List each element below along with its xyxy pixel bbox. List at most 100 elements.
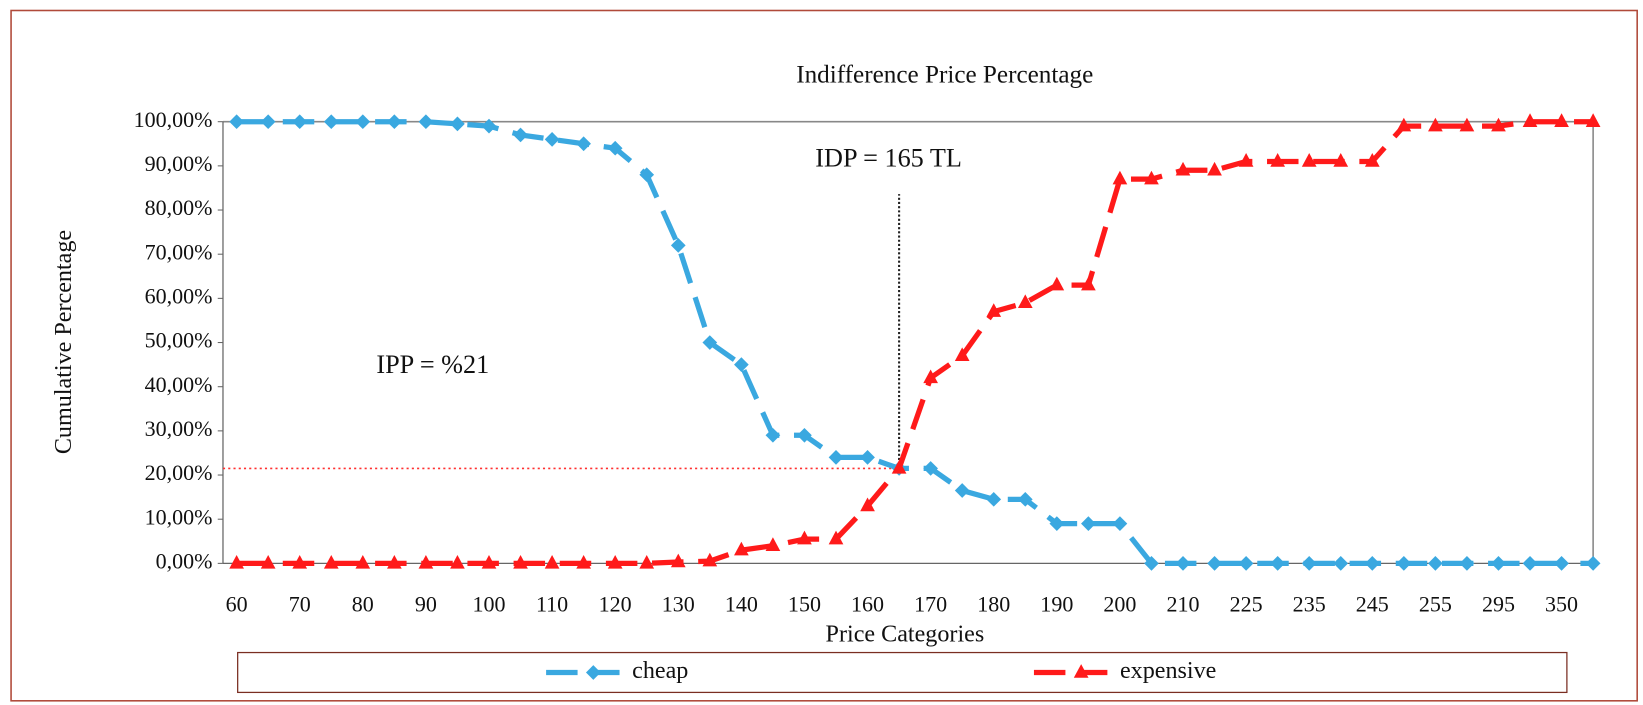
y-tick-label: 90,00% [145,151,213,176]
marker [1112,516,1128,531]
x-tick-label: 235 [1293,591,1326,616]
y-tick-label: 70,00% [145,239,213,264]
x-tick-label: 150 [788,591,821,616]
marker [513,554,528,569]
x-tick-label: 160 [851,591,884,616]
marker [1364,556,1380,571]
marker [860,450,875,465]
marker [765,537,781,551]
marker [986,491,1002,507]
marker [1270,153,1285,167]
marker [292,554,308,569]
marker [1112,170,1128,185]
marker [576,136,591,152]
chart-frame [10,9,1638,702]
marker [923,369,938,384]
marker [923,461,938,476]
y-tick-label: 40,00% [145,372,213,397]
y-tick-label: 100,00% [134,107,213,132]
marker [1428,556,1443,571]
marker [954,483,970,498]
x-tick-label: 210 [1166,591,1199,616]
marker [418,114,434,130]
x-tick-label: 60 [226,591,248,616]
marker [1522,556,1538,571]
marker [1333,153,1349,167]
x-tick-label: 80 [352,591,374,616]
marker [229,554,244,569]
annotation: IDP = 165 TL [815,144,962,173]
x-axis-label: Price Categories [826,621,985,647]
marker [1301,153,1317,167]
marker [450,116,465,132]
marker [481,554,497,569]
marker [387,114,402,130]
marker [260,114,276,130]
marker [1175,556,1191,571]
marker [1017,491,1033,507]
marker [1081,516,1096,531]
marker [1144,556,1159,571]
marker [576,554,591,569]
marker [639,167,655,183]
marker [607,140,623,156]
x-tick-label: 170 [914,591,947,616]
marker [1459,117,1475,132]
marker [702,335,718,350]
x-tick-label: 200 [1103,591,1136,616]
x-tick-label: 255 [1419,591,1452,616]
y-tick-label: 80,00% [145,195,213,220]
marker [513,127,528,143]
marker [544,132,560,147]
marker [828,530,844,545]
x-tick-label: 90 [415,591,437,616]
marker [1238,556,1254,571]
marker [1522,113,1538,127]
marker [292,114,308,130]
marker [1207,556,1222,571]
marker [260,554,276,569]
marker [355,114,371,130]
x-tick-label: 120 [599,591,632,616]
marker [891,460,907,474]
marker [1017,294,1033,309]
x-tick-label: 100 [472,591,505,616]
marker [797,530,812,545]
marker [387,554,402,569]
legend-label: cheap [632,658,688,684]
marker [639,554,655,569]
marker [1396,556,1412,571]
marker [765,427,781,443]
marker [860,497,875,512]
marker [954,347,970,362]
marker [1301,556,1317,571]
y-tick-label: 20,00% [145,460,213,485]
marker [797,427,812,443]
marker [323,114,339,130]
marker [1364,153,1380,167]
marker [1428,117,1443,132]
y-tick-label: 60,00% [145,283,213,308]
marker [1081,276,1096,291]
marker [355,554,371,569]
marker [1396,117,1412,132]
marker [1459,556,1475,571]
marker [1238,153,1254,167]
marker [450,554,465,569]
x-tick-label: 140 [725,591,758,616]
chart-title: Indifference Price Percentage [796,61,1093,88]
marker [1270,556,1285,571]
marker [1073,664,1089,678]
marker [1554,556,1569,571]
marker [607,554,623,569]
marker [544,554,560,569]
marker [670,238,686,253]
marker [734,357,749,372]
series-line [236,119,1594,566]
annotation: IPP = %21 [376,350,489,379]
y-tick-label: 30,00% [145,416,213,441]
marker [1207,161,1222,176]
marker [1491,117,1506,132]
marker [1585,556,1601,571]
